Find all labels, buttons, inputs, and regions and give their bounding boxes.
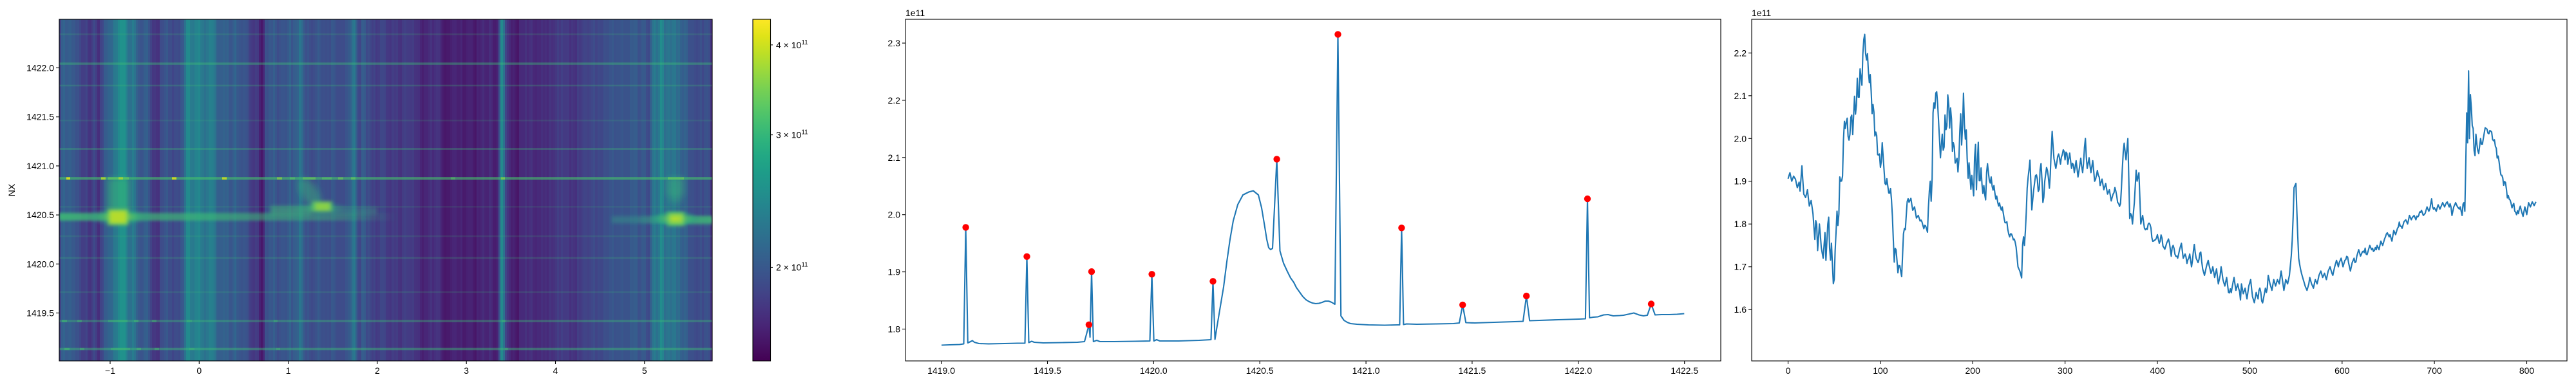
svg-text:400: 400 [2150, 365, 2165, 376]
svg-text:0: 0 [1786, 365, 1791, 376]
svg-text:1: 1 [286, 365, 291, 376]
svg-text:1422.0: 1422.0 [26, 63, 54, 73]
svg-text:3 × 1011: 3 × 1011 [776, 129, 808, 140]
svg-text:2.0: 2.0 [1734, 133, 1747, 143]
svg-text:1e11: 1e11 [1752, 8, 1771, 18]
svg-text:1e11: 1e11 [905, 8, 925, 18]
svg-text:2.0: 2.0 [888, 210, 901, 220]
svg-text:1420.5: 1420.5 [1246, 365, 1274, 376]
svg-text:4: 4 [553, 365, 558, 376]
svg-text:700: 700 [2427, 365, 2442, 376]
svg-text:1.8: 1.8 [888, 324, 901, 335]
svg-text:−1: −1 [105, 365, 115, 376]
svg-text:2.1: 2.1 [888, 152, 901, 163]
svg-text:1422.5: 1422.5 [1671, 365, 1698, 376]
svg-text:1421.0: 1421.0 [26, 161, 54, 171]
svg-text:2 × 1011: 2 × 1011 [776, 262, 808, 273]
svg-text:2: 2 [375, 365, 380, 376]
svg-text:600: 600 [2334, 365, 2350, 376]
svg-text:0: 0 [196, 365, 202, 376]
svg-text:2.3: 2.3 [888, 38, 901, 48]
svg-text:1.8: 1.8 [1734, 219, 1747, 229]
svg-text:300: 300 [2058, 365, 2073, 376]
svg-text:4 × 1011: 4 × 1011 [776, 39, 808, 50]
svg-text:2.1: 2.1 [1734, 91, 1747, 101]
svg-text:1.6: 1.6 [1734, 304, 1747, 315]
svg-text:800: 800 [2519, 365, 2535, 376]
svg-text:1.9: 1.9 [888, 267, 901, 277]
svg-text:100: 100 [1873, 365, 1888, 376]
svg-text:3: 3 [464, 365, 469, 376]
svg-text:1.9: 1.9 [1734, 176, 1747, 187]
svg-text:1420.0: 1420.0 [26, 259, 54, 269]
svg-text:1419.5: 1419.5 [26, 308, 54, 318]
svg-text:1419.5: 1419.5 [1034, 365, 1061, 376]
svg-text:1.7: 1.7 [1734, 262, 1747, 272]
svg-text:NX: NX [6, 183, 17, 196]
svg-text:500: 500 [2242, 365, 2258, 376]
svg-text:2.2: 2.2 [1734, 48, 1747, 58]
svg-text:200: 200 [1965, 365, 1981, 376]
svg-text:1420.0: 1420.0 [1140, 365, 1168, 376]
svg-text:5: 5 [642, 365, 647, 376]
svg-text:1419.0: 1419.0 [927, 365, 955, 376]
svg-text:2.2: 2.2 [888, 95, 901, 106]
svg-text:1421.5: 1421.5 [1458, 365, 1486, 376]
svg-text:1421.5: 1421.5 [26, 112, 54, 122]
svg-text:1420.5: 1420.5 [26, 210, 54, 220]
svg-text:1421.0: 1421.0 [1352, 365, 1380, 376]
svg-text:1422.0: 1422.0 [1564, 365, 1592, 376]
